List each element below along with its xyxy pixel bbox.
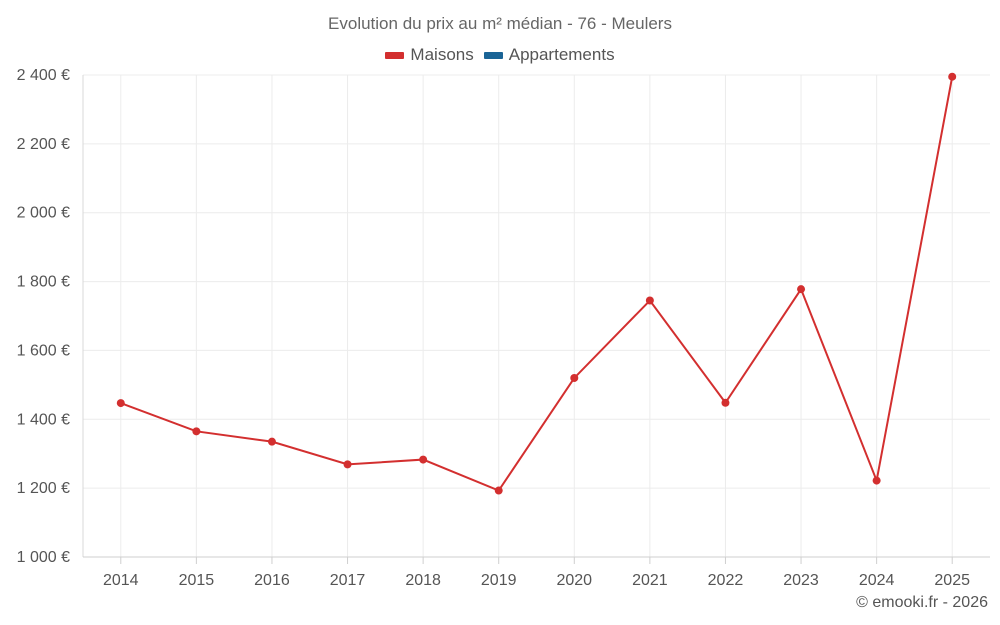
legend-label-maisons: Maisons (410, 45, 474, 64)
legend-item-maisons[interactable]: Maisons (385, 45, 474, 65)
data-point (192, 427, 201, 436)
y-tick-label: 1 600 € (17, 342, 70, 359)
data-point (116, 399, 125, 408)
x-tick-label: 2016 (254, 572, 290, 589)
series-line-maisons (120, 76, 954, 492)
data-point (797, 285, 806, 294)
data-point (872, 476, 881, 485)
x-tick-label: 2022 (708, 572, 744, 589)
legend-swatch-appartements (483, 51, 503, 59)
legend: Maisons Appartements (0, 45, 1000, 65)
chart-title: Evolution du prix au m² médian - 76 - Me… (328, 14, 672, 33)
data-point (494, 486, 503, 495)
y-tick-label: 1 000 € (17, 549, 70, 566)
x-tick-label: 2017 (330, 572, 366, 589)
data-point (343, 460, 352, 469)
legend-item-appartements[interactable]: Appartements (483, 45, 615, 65)
x-tick-label: 2021 (632, 572, 668, 589)
x-tick-label: 2023 (783, 572, 819, 589)
x-tick-label: 2014 (103, 572, 139, 589)
x-tick-label: 2020 (556, 572, 592, 589)
x-tick-label: 2024 (859, 572, 895, 589)
y-tick-label: 1 800 € (17, 274, 70, 291)
credit-text: © emooki.fr - 2026 (856, 594, 988, 611)
y-tick-label: 1 400 € (17, 411, 70, 428)
y-tick-label: 2 200 € (17, 136, 70, 153)
x-tick-label: 2018 (405, 572, 441, 589)
data-point (645, 296, 654, 305)
x-tick-label: 2019 (481, 572, 517, 589)
legend-label-appartements: Appartements (508, 45, 615, 64)
data-point (570, 373, 579, 382)
x-tick-label: 2015 (179, 572, 215, 589)
legend-swatch-maisons (385, 51, 405, 59)
data-point (267, 437, 276, 446)
y-tick-label: 1 200 € (17, 480, 70, 497)
data-point (721, 398, 730, 407)
data-point (419, 455, 428, 464)
data-point (948, 72, 957, 81)
x-tick-label: 2025 (934, 572, 970, 589)
y-tick-label: 2 000 € (17, 205, 70, 222)
y-tick-label: 2 400 € (17, 67, 70, 84)
